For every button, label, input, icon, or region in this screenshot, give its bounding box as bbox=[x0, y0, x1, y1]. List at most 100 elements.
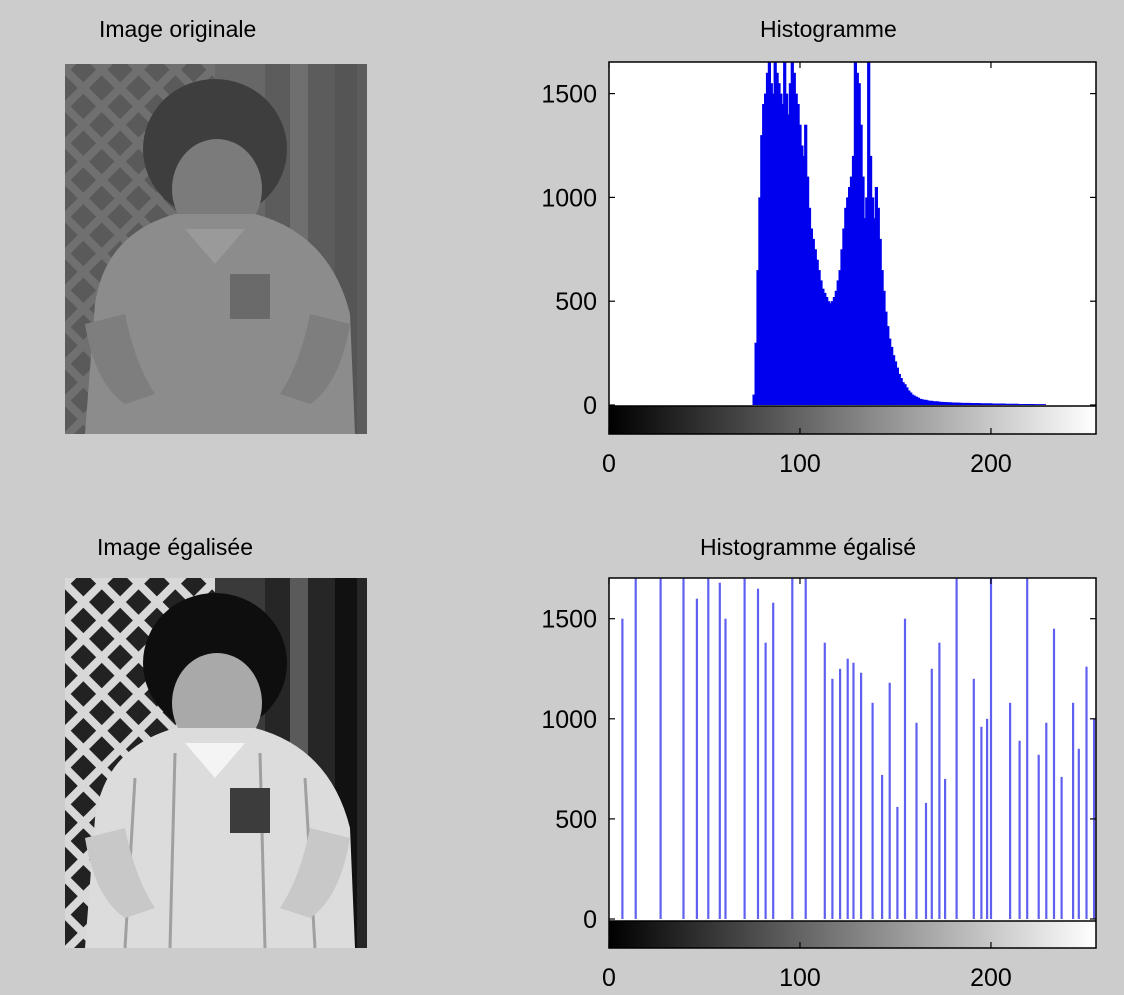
bar bbox=[974, 403, 978, 405]
bar bbox=[934, 401, 938, 405]
bar bbox=[953, 402, 957, 405]
bar bbox=[983, 403, 987, 405]
bar bbox=[760, 135, 764, 405]
bar bbox=[839, 668, 842, 920]
bar bbox=[1072, 702, 1075, 919]
x-tick-label: 0 bbox=[602, 964, 616, 992]
bar bbox=[767, 62, 771, 405]
bar bbox=[1026, 578, 1029, 919]
bar bbox=[993, 403, 997, 405]
bar bbox=[915, 722, 918, 919]
bar bbox=[872, 218, 877, 405]
y-tick-label: 0 bbox=[583, 392, 597, 420]
bar bbox=[991, 403, 995, 405]
bar bbox=[943, 402, 947, 405]
y-tick-label: 1000 bbox=[541, 184, 597, 212]
bar bbox=[846, 197, 850, 405]
equalized-histogram-title: Histogramme égalisé bbox=[700, 534, 917, 560]
bar bbox=[756, 588, 760, 919]
bar bbox=[634, 578, 637, 919]
bar bbox=[867, 62, 871, 405]
bar bbox=[806, 176, 810, 405]
bar bbox=[1045, 722, 1048, 919]
bar bbox=[980, 726, 983, 919]
bar bbox=[863, 218, 867, 405]
bar bbox=[1039, 404, 1043, 405]
bar bbox=[880, 270, 884, 405]
bar bbox=[907, 390, 911, 405]
bar bbox=[1012, 403, 1016, 405]
bar bbox=[823, 642, 826, 919]
bar bbox=[828, 303, 833, 405]
bar bbox=[1060, 776, 1063, 919]
bar bbox=[947, 402, 951, 405]
bar bbox=[1033, 404, 1037, 405]
bar bbox=[985, 403, 989, 405]
bar bbox=[811, 238, 815, 405]
bar bbox=[893, 361, 898, 405]
bar bbox=[1077, 748, 1080, 919]
bar bbox=[851, 155, 856, 405]
bar bbox=[794, 93, 798, 405]
colorbar bbox=[609, 406, 1096, 434]
bar bbox=[804, 578, 807, 919]
bar bbox=[809, 228, 813, 405]
bar bbox=[1014, 403, 1018, 405]
bar bbox=[815, 259, 819, 405]
bar bbox=[758, 197, 762, 405]
equalized-image-title: Image égalisée bbox=[97, 534, 253, 560]
bar bbox=[830, 301, 834, 405]
bar bbox=[989, 403, 993, 405]
bar bbox=[949, 402, 953, 405]
bar bbox=[819, 280, 823, 405]
bar bbox=[773, 62, 777, 405]
bar bbox=[935, 401, 940, 405]
bar bbox=[903, 618, 907, 919]
bar bbox=[970, 403, 974, 405]
bar bbox=[802, 155, 806, 405]
bar bbox=[979, 403, 983, 405]
bar bbox=[884, 311, 888, 405]
y-tick-label: 500 bbox=[555, 806, 597, 834]
bar bbox=[821, 288, 825, 405]
bar bbox=[1042, 404, 1046, 405]
bar bbox=[951, 402, 955, 405]
bar bbox=[1018, 404, 1022, 405]
bar bbox=[831, 678, 834, 919]
bar bbox=[1023, 404, 1027, 405]
bar bbox=[1037, 404, 1041, 405]
bar bbox=[695, 598, 698, 919]
bar bbox=[871, 197, 875, 405]
bar bbox=[918, 398, 922, 405]
bar bbox=[781, 104, 785, 405]
bar bbox=[926, 400, 930, 405]
bar bbox=[962, 402, 966, 405]
bar bbox=[807, 207, 812, 405]
bar bbox=[924, 802, 928, 919]
bar bbox=[920, 399, 924, 405]
bar bbox=[874, 187, 878, 405]
bar bbox=[911, 394, 915, 405]
bar bbox=[886, 326, 890, 405]
bar bbox=[896, 806, 899, 919]
bar bbox=[922, 399, 926, 405]
bar bbox=[1019, 404, 1024, 405]
bar bbox=[1040, 404, 1045, 405]
bar bbox=[913, 395, 917, 405]
bar bbox=[930, 400, 934, 405]
bar bbox=[772, 602, 775, 919]
bar bbox=[842, 228, 846, 405]
bar bbox=[791, 578, 794, 919]
bar bbox=[888, 682, 891, 919]
bar bbox=[1031, 404, 1035, 405]
x-tick-label: 200 bbox=[970, 450, 1012, 478]
bar bbox=[817, 270, 821, 405]
bar bbox=[987, 403, 991, 405]
bar bbox=[944, 778, 947, 919]
bar bbox=[853, 62, 857, 405]
bar bbox=[779, 93, 783, 405]
bar bbox=[998, 403, 1003, 405]
bar bbox=[895, 367, 899, 405]
bar bbox=[849, 176, 854, 405]
bar bbox=[827, 301, 831, 405]
